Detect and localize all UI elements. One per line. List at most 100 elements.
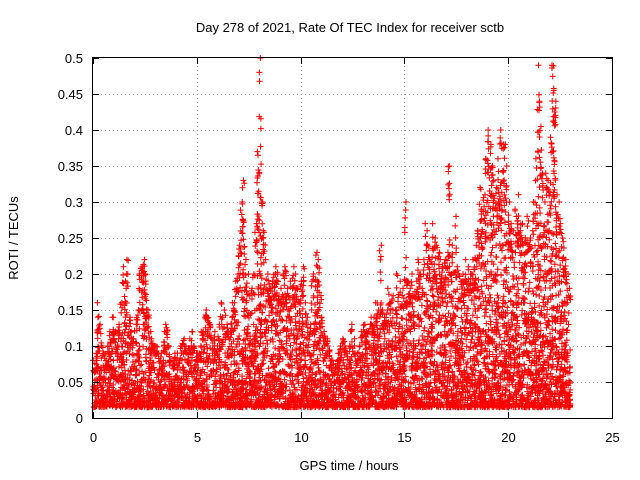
roti-point: [142, 271, 149, 278]
roti-point: [374, 318, 381, 325]
roti-point: [446, 241, 453, 248]
roti-point: [177, 379, 184, 386]
roti-point: [140, 386, 147, 393]
roti-point: [118, 309, 125, 316]
roti-point: [120, 381, 127, 388]
roti-point: [394, 311, 401, 318]
roti-point: [443, 303, 450, 310]
roti-point: [211, 328, 218, 335]
roti-point: [135, 347, 142, 354]
roti-point: [126, 350, 133, 357]
roti-point: [123, 322, 130, 329]
roti-point: [94, 335, 101, 342]
roti-point: [377, 277, 384, 284]
roti-point: [122, 326, 129, 333]
roti-point: [157, 353, 164, 360]
roti-point: [237, 207, 244, 214]
roti-point: [254, 249, 261, 256]
roti-point: [141, 263, 148, 270]
roti-point: [110, 336, 117, 343]
roti-point: [124, 271, 131, 278]
roti-point: [175, 394, 182, 401]
roti-point: [163, 350, 170, 357]
roti-point: [415, 259, 422, 266]
roti-point: [392, 307, 399, 313]
roti-point: [112, 339, 119, 346]
roti-point: [132, 339, 139, 346]
roti-point: [256, 69, 263, 76]
roti-point: [116, 331, 123, 338]
roti-point: [123, 300, 130, 307]
roti-point: [297, 340, 304, 347]
roti-point: [402, 199, 409, 205]
roti-point: [124, 341, 131, 348]
roti-point: [452, 234, 459, 241]
roti-point: [140, 343, 147, 350]
roti-point: [162, 359, 169, 366]
roti-point: [242, 261, 249, 268]
roti-point: [150, 364, 157, 371]
roti-point: [402, 206, 409, 213]
roti-point: [130, 391, 137, 398]
roti-point: [169, 396, 176, 403]
roti-point: [132, 372, 139, 379]
roti-point: [238, 211, 245, 218]
roti-point: [123, 311, 130, 318]
roti-point: [313, 262, 320, 269]
roti-point: [109, 314, 116, 321]
roti-point: [136, 354, 143, 361]
roti-point: [95, 313, 102, 320]
roti-point: [129, 338, 136, 345]
roti-point: [142, 291, 149, 298]
roti-point: [133, 366, 140, 373]
roti-point: [127, 329, 134, 336]
roti-point: [281, 282, 288, 289]
roti-point: [106, 332, 113, 339]
roti-point: [165, 343, 172, 350]
roti-point: [173, 372, 180, 379]
roti-point: [177, 355, 184, 362]
roti-point: [171, 379, 178, 386]
roti-point: [221, 307, 228, 313]
roti-point: [377, 256, 384, 263]
roti-point: [127, 367, 134, 374]
roti-point: [96, 347, 103, 354]
roti-point: [424, 227, 431, 234]
roti-point: [129, 344, 136, 351]
roti-point: [254, 148, 261, 155]
roti-point: [159, 387, 166, 394]
roti-point: [446, 236, 453, 243]
roti-point: [377, 269, 384, 276]
roti-point: [241, 308, 248, 315]
roti-point: [100, 374, 107, 381]
roti-point: [242, 256, 249, 263]
roti-point: [231, 308, 238, 315]
roti-point: [105, 386, 112, 393]
roti-point: [261, 281, 268, 288]
roti-point: [453, 249, 460, 256]
roti-point: [258, 161, 265, 168]
roti-point: [125, 380, 132, 387]
roti-point: [378, 242, 385, 249]
roti-point: [446, 180, 453, 187]
roti-point: [130, 352, 137, 359]
roti-point: [421, 324, 428, 331]
roti-point: [436, 250, 443, 257]
roti-point: [142, 281, 149, 288]
roti-point: [99, 344, 106, 351]
roti-point: [393, 271, 400, 277]
roti-point: [241, 250, 248, 257]
roti-point: [424, 298, 431, 305]
roti-point: [123, 279, 130, 286]
roti-point: [446, 196, 453, 203]
roti-point: [381, 330, 388, 337]
roti-point: [418, 302, 425, 309]
roti-point: [119, 343, 126, 350]
roti-point: [113, 344, 120, 351]
roti-point: [458, 305, 465, 312]
roti-point: [218, 301, 225, 308]
roti-point: [166, 353, 173, 360]
roti-point: [257, 143, 264, 150]
roti-point: [102, 379, 109, 386]
roti-point: [108, 345, 115, 352]
